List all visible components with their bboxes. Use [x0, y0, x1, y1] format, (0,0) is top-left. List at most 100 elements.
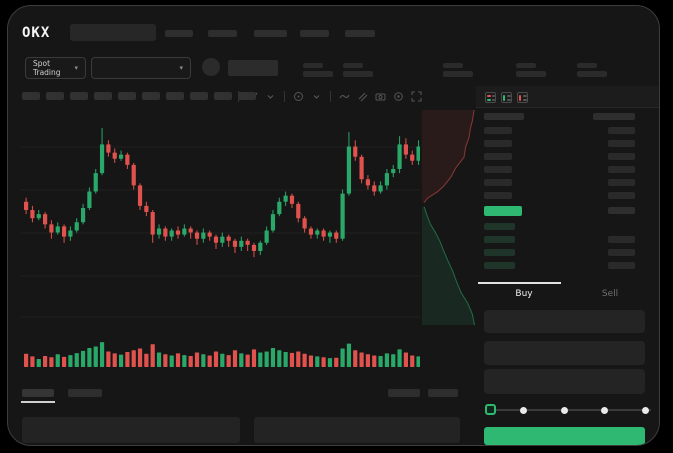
- stat-value-placeholder: [343, 71, 373, 77]
- ticker-stat: [303, 63, 333, 77]
- nav-item-placeholder[interactable]: [345, 30, 375, 37]
- coin-icon: [202, 58, 220, 76]
- ask-price-placeholder: [484, 192, 512, 199]
- ask-price-placeholder: [484, 166, 512, 173]
- timeframe-button-placeholder[interactable]: [94, 92, 112, 100]
- app-window: OKX Spot Trading ▾ ▾ Buy Sell: [7, 5, 660, 446]
- stat-value-placeholder: [303, 71, 333, 77]
- ask-price-placeholder: [484, 153, 512, 160]
- bid-price-placeholder: [484, 249, 515, 256]
- bottom-tab[interactable]: [68, 389, 102, 397]
- tab-sell[interactable]: Sell: [601, 289, 619, 299]
- price-chart[interactable]: [20, 112, 420, 332]
- bottom-tab-active-underline: [21, 401, 55, 403]
- bottom-action-placeholder[interactable]: [388, 389, 420, 397]
- ask-price-placeholder: [484, 140, 512, 147]
- buy-tab-indicator: [478, 282, 561, 284]
- toolbar-divider: [330, 91, 331, 102]
- ask-size-placeholder: [608, 166, 635, 173]
- bid-size-placeholder: [608, 249, 635, 256]
- timeframe-button-placeholder[interactable]: [238, 92, 256, 100]
- depth-chart[interactable]: [422, 110, 478, 325]
- candlestick-canvas: [20, 128, 420, 318]
- timeframe-button-placeholder[interactable]: [214, 92, 232, 100]
- ask-size-placeholder: [608, 192, 635, 199]
- indicator-icon[interactable]: [292, 90, 305, 103]
- ticker-stat: [577, 63, 607, 77]
- market-type-label: Spot Trading: [33, 59, 61, 77]
- timeframe-button-placeholder[interactable]: [142, 92, 160, 100]
- timeframe-button-placeholder[interactable]: [118, 92, 136, 100]
- nav-item-placeholder[interactable]: [208, 30, 237, 37]
- ticker-stat: [443, 63, 473, 77]
- fullscreen-icon[interactable]: [410, 90, 423, 103]
- line-tool-icon[interactable]: [338, 90, 351, 103]
- pair-name-placeholder: [228, 60, 278, 76]
- bid-price-placeholder: [484, 262, 515, 269]
- timeframe-button-placeholder[interactable]: [70, 92, 88, 100]
- chevron-down-icon: ▾: [74, 64, 78, 72]
- ask-price-placeholder: [484, 127, 512, 134]
- slider-stop[interactable]: [641, 407, 649, 414]
- stat-value-placeholder: [443, 71, 473, 77]
- book-bids-icon[interactable]: [501, 92, 512, 103]
- stat-label-placeholder: [303, 63, 323, 68]
- timeframe-button-placeholder[interactable]: [166, 92, 184, 100]
- chevron-down-icon[interactable]: [264, 90, 277, 103]
- orderbook-header-strip: [476, 86, 659, 107]
- amount-slider-track[interactable]: [487, 409, 651, 411]
- timeframe-button-placeholder[interactable]: [46, 92, 64, 100]
- slider-stop[interactable]: [600, 407, 608, 414]
- bid-price-placeholder: [484, 223, 515, 230]
- nav-item-placeholder[interactable]: [300, 30, 329, 37]
- ask-size-placeholder: [608, 140, 635, 147]
- market-type-dropdown[interactable]: Spot Trading ▾: [25, 57, 86, 79]
- timeframe-button-placeholder[interactable]: [190, 92, 208, 100]
- ask-price-placeholder: [484, 179, 512, 186]
- depth-canvas: [422, 110, 476, 325]
- camera-icon[interactable]: [374, 90, 387, 103]
- ticker-stat: [516, 63, 546, 77]
- stat-label-placeholder: [443, 63, 463, 68]
- search-bar[interactable]: [70, 24, 156, 41]
- bottom-tab-active[interactable]: [22, 389, 54, 397]
- ticker-stat: [343, 63, 373, 77]
- last-price-bar[interactable]: [484, 206, 522, 216]
- bottom-action-placeholder[interactable]: [428, 389, 458, 397]
- total-input[interactable]: [484, 369, 645, 394]
- ask-size-placeholder: [608, 127, 635, 134]
- stat-label-placeholder: [577, 63, 597, 68]
- book-all-icon[interactable]: [485, 92, 496, 103]
- ask-size-placeholder: [608, 153, 635, 160]
- ask-size-placeholder: [608, 179, 635, 186]
- bid-price-placeholder: [484, 236, 515, 243]
- timeframe-button-placeholder[interactable]: [22, 92, 40, 100]
- settings-icon[interactable]: [392, 90, 405, 103]
- stat-value-placeholder: [577, 71, 607, 77]
- tab-buy[interactable]: Buy: [515, 289, 533, 299]
- chevron-down-icon[interactable]: [310, 90, 323, 103]
- stat-label-placeholder: [516, 63, 536, 68]
- sidebar-divider: [476, 107, 659, 108]
- slider-stop[interactable]: [519, 407, 527, 414]
- orders-panel-placeholder: [22, 417, 240, 443]
- orderbook-col-header: [484, 113, 524, 120]
- toolbar-divider: [284, 91, 285, 102]
- buy-submit-button[interactable]: [484, 427, 645, 445]
- orderbook-col-header: [593, 113, 635, 120]
- pair-selector-dropdown[interactable]: ▾: [91, 57, 191, 79]
- book-asks-icon[interactable]: [517, 92, 528, 103]
- okx-logo: OKX: [22, 25, 51, 41]
- price-input[interactable]: [484, 310, 645, 333]
- volume-chart[interactable]: [20, 340, 420, 367]
- stat-label-placeholder: [343, 63, 363, 68]
- chart-tool-icons: [236, 90, 423, 103]
- amount-slider-handle[interactable]: [485, 404, 496, 415]
- amount-input[interactable]: [484, 341, 645, 365]
- nav-item-placeholder[interactable]: [254, 30, 287, 37]
- bid-size-placeholder: [608, 262, 635, 269]
- slider-stop[interactable]: [560, 407, 568, 414]
- nav-item-placeholder[interactable]: [165, 30, 193, 37]
- orderbook-cell-placeholder: [608, 207, 635, 214]
- compare-icon[interactable]: [356, 90, 369, 103]
